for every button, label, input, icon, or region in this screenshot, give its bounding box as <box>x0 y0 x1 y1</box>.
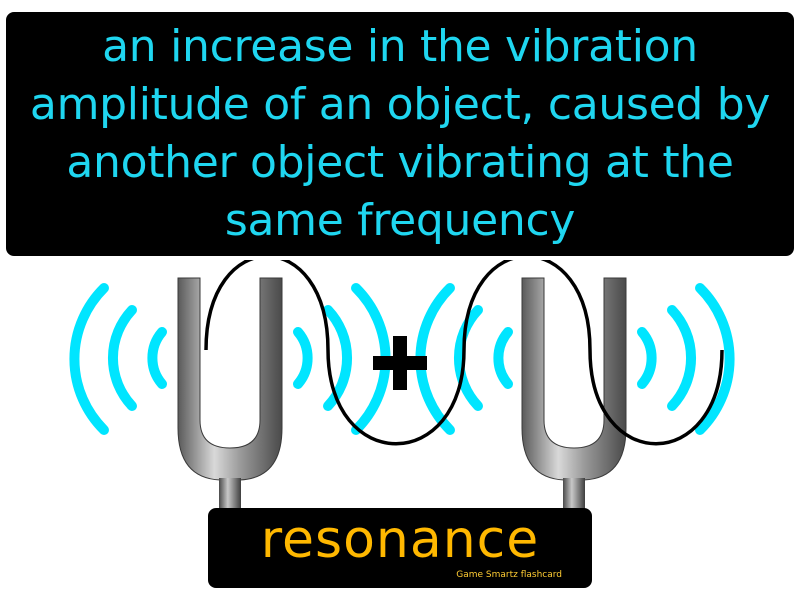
tuning-fork-icon <box>177 277 283 512</box>
resonance-illustration <box>69 260 735 512</box>
sine-wave-icon <box>204 260 724 446</box>
term-box: resonance Game Smartz flashcard <box>208 508 592 588</box>
definition-box: an increase in the vibration amplitude o… <box>6 12 794 256</box>
vibration-arcs-icon <box>69 283 391 435</box>
plus-icon <box>373 336 427 390</box>
term-word: resonance <box>260 510 540 570</box>
credit-label: Game Smartz flashcard <box>456 570 562 580</box>
vibration-arcs-icon <box>415 283 735 435</box>
tuning-fork-icon <box>521 277 627 512</box>
definition-text: an increase in the vibration amplitude o… <box>29 21 771 246</box>
